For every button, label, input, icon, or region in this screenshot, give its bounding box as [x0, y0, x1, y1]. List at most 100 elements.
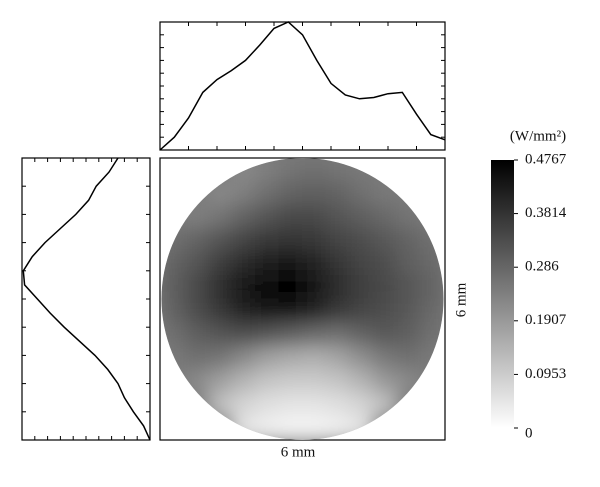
heatmap-cell [231, 181, 256, 206]
heatmap-cell [231, 345, 256, 370]
heatmap-cell [372, 322, 397, 347]
heatmap-cell [208, 275, 233, 300]
heatmap-cell [396, 275, 421, 300]
heatmap-cell [278, 251, 303, 276]
heatmap-cell [184, 228, 209, 253]
heatmap-cell [372, 298, 397, 323]
y-axis-label: 6 mm [453, 282, 469, 317]
heatmap-cell [349, 298, 374, 323]
heatmap-cell [278, 298, 303, 323]
heatmap-cell [302, 416, 327, 440]
heatmap-cell [325, 204, 350, 229]
heatmap-cell [419, 345, 444, 370]
heatmap-cell [349, 228, 374, 253]
x-axis-label: 6 mm [281, 444, 316, 460]
heatmap-cell [255, 251, 280, 276]
heatmap-cell [184, 369, 209, 394]
heatmap-cell [349, 345, 374, 370]
colorbar-tick-label: 0.286 [525, 259, 559, 275]
heatmap-cell [208, 345, 233, 370]
heatmap-cell [302, 181, 327, 206]
heatmap-cell [302, 298, 327, 323]
heatmap-cell [302, 228, 327, 253]
heatmap-cell [231, 275, 256, 300]
heatmap-cell [278, 158, 303, 182]
heatmap-cell [184, 345, 209, 370]
heatmap-cell [325, 181, 350, 206]
heatmap-cell [325, 392, 350, 417]
heatmap-cell [372, 204, 397, 229]
heatmap-cell [302, 392, 327, 417]
heatmap-cells [161, 158, 444, 440]
heatmap-cell [349, 204, 374, 229]
heatmap-cell [161, 298, 186, 323]
heatmap-cell [396, 228, 421, 253]
heatmap-cell [349, 392, 374, 417]
heatmap-cell [349, 181, 374, 206]
heatmap-cell [208, 298, 233, 323]
colorbar-tick-label: 0.1907 [525, 312, 567, 328]
heatmap-cell [325, 345, 350, 370]
heatmap-cell [419, 228, 444, 253]
heatmap-cell [255, 204, 280, 229]
heatmap-cell [396, 322, 421, 347]
heatmap-cell [255, 275, 280, 300]
colorbar-tick-label: 0.0953 [525, 366, 566, 382]
heatmap-cell [325, 251, 350, 276]
heatmap-cell [302, 322, 327, 347]
heatmap-cell [302, 345, 327, 370]
heatmap-cell [231, 416, 256, 440]
heatmap-cell [278, 228, 303, 253]
heatmap-cell [161, 228, 186, 253]
heatmap-cell [396, 204, 421, 229]
heatmap-cell [372, 369, 397, 394]
heatmap-cell [231, 204, 256, 229]
heatmap-cell [325, 416, 350, 440]
top-profile-frame [159, 21, 446, 151]
heatmap-cell [302, 158, 327, 182]
heatmap-cell [372, 228, 397, 253]
heatmap-cell [208, 392, 233, 417]
heatmap-cell [184, 251, 209, 276]
heatmap-cell [231, 251, 256, 276]
heatmap-cell [372, 181, 397, 206]
heatmap-cell [208, 322, 233, 347]
heatmap-cell [325, 228, 350, 253]
heatmap-cell [372, 392, 397, 417]
heatmap-cell [184, 322, 209, 347]
heatmap-cell [325, 158, 350, 182]
heatmap-cell [396, 345, 421, 370]
heatmap-cell [184, 275, 209, 300]
heatmap-cell [208, 181, 233, 206]
heatmap-cell [184, 204, 209, 229]
heatmap-cell [372, 251, 397, 276]
heatmap-cell [325, 322, 350, 347]
heatmap-cell [396, 298, 421, 323]
heatmap-cell [349, 416, 374, 440]
heatmap-cell [278, 204, 303, 229]
heatmap-cell [419, 322, 444, 347]
heatmap-cell [255, 228, 280, 253]
heatmap-cell [231, 369, 256, 394]
heatmap-cell [372, 345, 397, 370]
heatmap-cell [325, 275, 350, 300]
colorbar-tick-label: 0 [525, 425, 533, 441]
heatmap-cell [255, 416, 280, 440]
heatmap-cell [255, 369, 280, 394]
heatmap-cell [349, 251, 374, 276]
heatmap-cell [255, 298, 280, 323]
heatmap-cell [278, 181, 303, 206]
heatmap-cell [161, 275, 186, 300]
heatmap-cell [278, 345, 303, 370]
heatmap-cell [278, 392, 303, 417]
heatmap-cell [255, 322, 280, 347]
heatmap-cell [349, 275, 374, 300]
heatmap-cell [208, 369, 233, 394]
heatmap-cell [231, 322, 256, 347]
heatmap-cell [349, 158, 374, 182]
heatmap-cell [278, 275, 303, 300]
colorbar [491, 160, 514, 428]
heatmap-cell [325, 369, 350, 394]
heatmap-cell [419, 275, 444, 300]
